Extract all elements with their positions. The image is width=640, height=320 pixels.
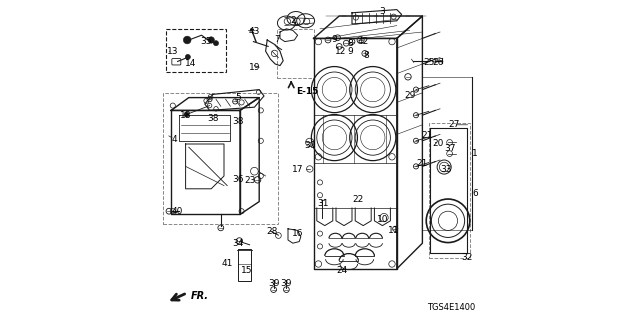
Circle shape bbox=[184, 112, 189, 117]
Text: 37: 37 bbox=[444, 144, 455, 153]
Text: 4: 4 bbox=[172, 135, 177, 144]
Text: 7: 7 bbox=[274, 36, 280, 44]
Text: 28: 28 bbox=[266, 228, 278, 236]
Text: 26: 26 bbox=[433, 58, 444, 67]
Text: 38: 38 bbox=[207, 114, 218, 123]
Text: 35: 35 bbox=[201, 37, 212, 46]
Text: 8: 8 bbox=[348, 39, 353, 48]
Text: 3: 3 bbox=[380, 7, 385, 16]
Text: FR.: FR. bbox=[191, 291, 209, 301]
Text: 15: 15 bbox=[241, 266, 252, 275]
Text: 40: 40 bbox=[172, 207, 183, 216]
Text: 27: 27 bbox=[449, 120, 460, 129]
Text: 41: 41 bbox=[221, 260, 233, 268]
Text: 43: 43 bbox=[249, 28, 260, 36]
Circle shape bbox=[186, 54, 191, 60]
Text: 21: 21 bbox=[417, 159, 428, 168]
Text: 18: 18 bbox=[180, 111, 191, 120]
Text: 2: 2 bbox=[290, 16, 296, 25]
Text: 33: 33 bbox=[441, 165, 452, 174]
Text: 1: 1 bbox=[472, 149, 478, 158]
Text: 36: 36 bbox=[233, 175, 244, 184]
Text: 25: 25 bbox=[423, 58, 435, 67]
Text: 29: 29 bbox=[404, 92, 415, 100]
Text: 22: 22 bbox=[353, 196, 364, 204]
Text: 21: 21 bbox=[422, 132, 433, 140]
Text: 5: 5 bbox=[236, 93, 241, 102]
Text: 10: 10 bbox=[377, 215, 388, 224]
Text: 32: 32 bbox=[461, 253, 473, 262]
Text: 12: 12 bbox=[335, 47, 346, 56]
Text: 19: 19 bbox=[249, 63, 260, 72]
Text: 14: 14 bbox=[185, 60, 196, 68]
Text: 39: 39 bbox=[281, 279, 292, 288]
Text: 39: 39 bbox=[268, 279, 279, 288]
Text: 17: 17 bbox=[292, 165, 303, 174]
Text: 13: 13 bbox=[167, 47, 179, 56]
Text: TGS4E1400: TGS4E1400 bbox=[427, 303, 475, 312]
Text: 6: 6 bbox=[472, 189, 478, 198]
Text: 9: 9 bbox=[332, 36, 337, 44]
Circle shape bbox=[208, 37, 214, 43]
Text: 16: 16 bbox=[292, 229, 303, 238]
Text: 20: 20 bbox=[433, 140, 444, 148]
Circle shape bbox=[183, 36, 191, 44]
Text: 24: 24 bbox=[337, 266, 348, 275]
Text: 38: 38 bbox=[233, 117, 244, 126]
Text: 31: 31 bbox=[317, 199, 329, 208]
Text: 11: 11 bbox=[388, 226, 399, 235]
Circle shape bbox=[214, 41, 219, 46]
Text: 42: 42 bbox=[358, 37, 369, 46]
Text: 8: 8 bbox=[364, 52, 369, 60]
Text: 9: 9 bbox=[348, 47, 353, 56]
Text: 23: 23 bbox=[244, 176, 255, 185]
Text: 34: 34 bbox=[233, 239, 244, 248]
Text: E-15: E-15 bbox=[296, 87, 318, 96]
Text: 30: 30 bbox=[305, 141, 316, 150]
